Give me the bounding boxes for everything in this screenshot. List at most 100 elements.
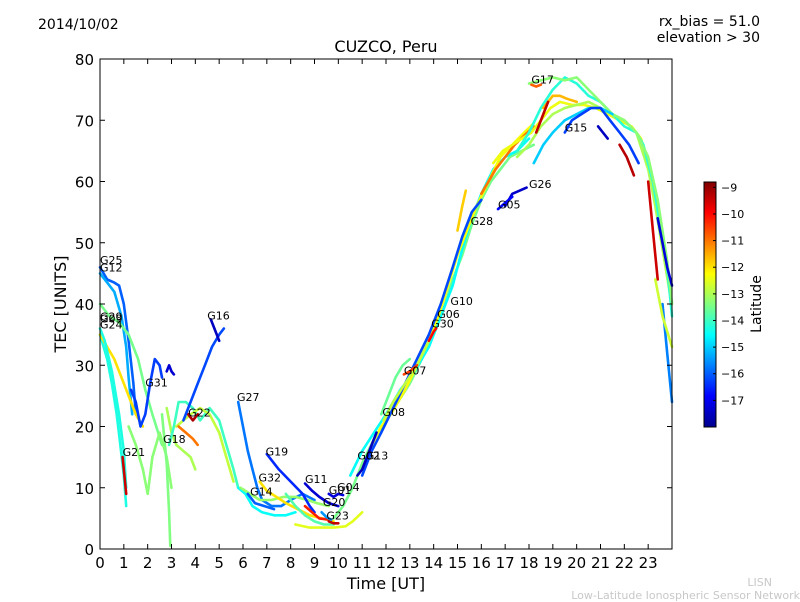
- tec-track-7: [121, 455, 128, 496]
- colorbar-ticks-layer: −9 −10 −11 −12 −13 −14 −15 −16 −17: [713, 181, 744, 407]
- chart-title: CUZCO, Peru: [334, 37, 437, 56]
- tec-track-43: [527, 76, 674, 306]
- tec-track-21: [265, 452, 316, 514]
- satellite-label-g16: G16: [207, 309, 230, 322]
- satellite-label-g08: G08: [382, 406, 405, 419]
- tec-track-6: [129, 357, 164, 428]
- x-tick-label-12: 12: [376, 554, 395, 572]
- x-tick-label-7: 7: [262, 554, 272, 572]
- satellite-label-g27: G27: [237, 391, 260, 404]
- tec-track-36: [402, 364, 419, 376]
- tec-track-44: [530, 83, 543, 88]
- x-tick-label-0: 0: [95, 554, 105, 572]
- x-tick-label-20: 20: [567, 554, 586, 572]
- tec-track-14: [182, 327, 226, 422]
- tec-track-47: [563, 106, 640, 165]
- tec-track-41: [515, 100, 671, 294]
- y-tick-label-20: 20: [75, 419, 94, 437]
- y-tick-label-70: 70: [75, 112, 94, 130]
- x-tick-label-6: 6: [238, 554, 248, 572]
- x-tick-label-10: 10: [329, 554, 348, 572]
- satellite-label-g25: G25: [100, 254, 123, 267]
- tec-track-53: [646, 180, 659, 281]
- tec-track-1: [98, 272, 134, 416]
- tec-track-51: [618, 143, 636, 177]
- satellite-label-g13: G13: [366, 450, 389, 463]
- tec-track-9: [165, 406, 197, 471]
- x-tick-label-21: 21: [591, 554, 610, 572]
- tec-track-50: [534, 100, 550, 134]
- satellite-label-g01: G01: [329, 484, 352, 497]
- x-tick-label-19: 19: [543, 554, 562, 572]
- x-tick-label-8: 8: [286, 554, 296, 572]
- y-axis-label: TEC [UNITS]: [51, 256, 70, 354]
- satellite-label-g10: G10: [450, 295, 473, 308]
- satellite-label-g12: G12: [100, 262, 123, 275]
- tec-track-16: [165, 364, 176, 376]
- satellite-label-g18: G18: [163, 433, 186, 446]
- x-tick-label-9: 9: [310, 554, 320, 572]
- satellite-label-g21: G21: [123, 446, 146, 459]
- colorbar-tick-label: −15: [721, 341, 744, 354]
- satellite-label-g15: G15: [565, 121, 588, 134]
- x-tick-label-2: 2: [143, 554, 153, 572]
- elevation-label: elevation > 30: [656, 30, 760, 46]
- y-tick-label-40: 40: [75, 296, 94, 314]
- tec-track-15: [209, 318, 221, 343]
- tec-track-19: [239, 486, 331, 508]
- tracks-layer: [98, 76, 674, 548]
- x-ticks-layer: 0 1 2 3 4 5 6 7 8 9 10 11 12 13 14 15 16 17 18 19 20 21 22 23: [95, 59, 658, 572]
- satellite-label-g28: G28: [471, 215, 494, 228]
- satellite-label-g06: G06: [437, 308, 460, 321]
- y-ticks-layer: 0 10 20 30 40 50 60 70 80: [75, 51, 672, 559]
- tec-track-24: [294, 510, 364, 529]
- satellite-label-g11: G11: [305, 473, 328, 486]
- x-tick-label-4: 4: [191, 554, 201, 572]
- tec-track-0: [98, 266, 138, 416]
- colorbar-tick-label: −14: [721, 314, 744, 327]
- tec-track-52: [596, 125, 609, 140]
- colorbar-tick-label: −17: [721, 394, 744, 407]
- satellite-label-g32: G32: [258, 472, 281, 485]
- tec-track-35: [382, 339, 431, 422]
- tec-track-33: [356, 431, 378, 477]
- x-tick-label-22: 22: [615, 554, 634, 572]
- rx-bias-label: rx_bias = 51.0: [658, 14, 760, 30]
- credit-lisn: LISN: [747, 576, 772, 589]
- tec-track-27: [327, 492, 345, 499]
- tec-track-25: [303, 504, 331, 521]
- satellite-label-g24: G24: [100, 319, 123, 332]
- tec-track-32: [360, 198, 483, 477]
- colorbar-label: Latitude: [749, 275, 765, 333]
- satellite-label-g29: G29: [100, 311, 123, 324]
- x-tick-label-3: 3: [167, 554, 177, 572]
- tec-track-2: [98, 302, 164, 447]
- satellite-label-g20: G20: [323, 496, 346, 509]
- tec-track-58: [160, 413, 172, 548]
- tec-track-57: [246, 492, 276, 511]
- tec-track-54: [656, 217, 674, 287]
- x-tick-label-11: 11: [353, 554, 372, 572]
- tec-track-3: [98, 333, 128, 508]
- satellite-label-g30: G30: [431, 317, 454, 330]
- colorbar-tick-label: −9: [721, 181, 737, 194]
- tec-track-56: [654, 278, 674, 349]
- tec-track-49: [496, 195, 514, 211]
- satellite-label-g02: G02: [357, 450, 380, 463]
- colorbar-tick-label: −11: [721, 235, 744, 248]
- x-axis-label: Time [UT]: [346, 574, 425, 593]
- tec-track-28: [320, 510, 333, 521]
- tec-track-5: [98, 327, 128, 490]
- x-tick-label-13: 13: [400, 554, 419, 572]
- credit-network: Low-Latitude Ionospheric Sensor Network: [571, 589, 800, 602]
- tec-track-22: [303, 482, 340, 508]
- satellite-label-g07: G07: [404, 364, 427, 377]
- tec-track-26: [327, 520, 340, 525]
- satellite-label-g31: G31: [145, 377, 168, 390]
- satellite-label-g19: G19: [266, 445, 289, 458]
- date-label: 2014/10/02: [38, 17, 119, 33]
- tec-track-18: [236, 486, 297, 517]
- y-tick-label-80: 80: [75, 51, 94, 69]
- x-tick-label-15: 15: [448, 554, 467, 572]
